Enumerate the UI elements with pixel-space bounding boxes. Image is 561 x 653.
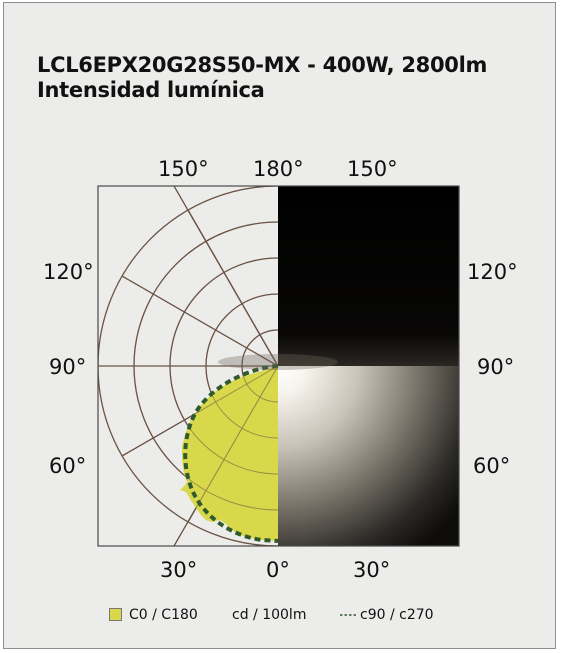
angle-label-30-left: 30° bbox=[160, 558, 198, 582]
angle-label-90-left: 90° bbox=[49, 355, 87, 379]
angle-label-90-right: 90° bbox=[477, 355, 515, 379]
beam-light-area bbox=[278, 366, 459, 546]
beam-shadow-area bbox=[278, 186, 459, 366]
angle-label-120-left: 120° bbox=[43, 260, 94, 284]
c90-legend-label: c90 / c270 bbox=[360, 607, 434, 623]
title-product-line: LCL6EPX20G28S50-MX - 400W, 2800lm bbox=[37, 53, 488, 77]
angle-label-30-right: 30° bbox=[353, 558, 391, 582]
unit-label: cd / 100lm bbox=[232, 607, 307, 623]
angle-label-150-left: 150° bbox=[158, 157, 209, 181]
angle-label-120-right: 120° bbox=[467, 260, 518, 284]
angle-label-150-right: 150° bbox=[347, 157, 398, 181]
angle-label-0: 0° bbox=[266, 558, 290, 582]
beam-horizon-glow bbox=[218, 354, 338, 370]
c0-c180-intensity-curve bbox=[180, 366, 278, 541]
title-subtitle-line: Intensidad lumínica bbox=[37, 78, 265, 102]
diagram-frame bbox=[97, 185, 460, 547]
angle-label-60-left: 60° bbox=[49, 454, 87, 478]
polar-grid-overlay bbox=[121, 221, 278, 546]
diagram-title: LCL6EPX20G28S50-MX - 400W, 2800lm Intens… bbox=[37, 53, 487, 103]
angle-label-60-right: 60° bbox=[473, 454, 511, 478]
angle-label-180: 180° bbox=[253, 157, 304, 181]
c0-legend-swatch bbox=[109, 608, 122, 621]
c0-legend-label: C0 / C180 bbox=[129, 607, 198, 623]
